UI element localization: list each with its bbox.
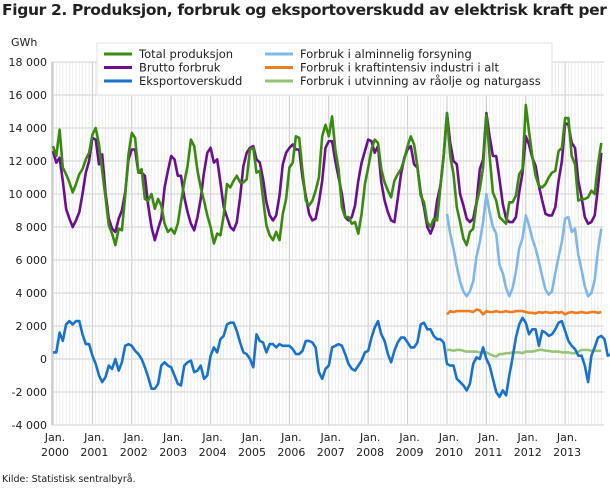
- y-tick-label: 14 000: [9, 122, 48, 135]
- x-tick-label-year: 2002: [120, 446, 148, 459]
- legend-box: [96, 42, 553, 96]
- x-tick-label-year: 2005: [238, 446, 266, 459]
- x-tick-label-year: 2003: [159, 446, 187, 459]
- y-tick-label: 18 000: [9, 56, 48, 69]
- x-tick-label-month: Jan.: [280, 431, 301, 444]
- x-tick-label-month: Jan.: [359, 431, 380, 444]
- legend-label: Forbruk i kraftintensiv industri i alt: [300, 61, 499, 75]
- legend-label: Forbruk i alminnelig forsyning: [300, 47, 472, 61]
- series-line-forbruk-i-alminnelig-forsyning: [445, 192, 603, 298]
- x-tick-label-month: Jan.: [517, 431, 538, 444]
- y-tick-label: 8 000: [16, 221, 48, 234]
- legend-label: Forbruk i utvinning av råolje og naturga…: [300, 74, 541, 88]
- y-axis-ticks: 18 000 16 000 14 000 12 000 10 000 8 000 6 000…: [9, 56, 48, 432]
- series-line-forbruk-i-kraftintensiv-industri-i-alt: [446, 308, 602, 316]
- x-tick-label-year: 2000: [41, 446, 69, 459]
- y-tick-label: 10 000: [9, 188, 48, 201]
- y-tick-label: 12 000: [9, 155, 48, 168]
- series-line-total-produksjon: [51, 103, 603, 247]
- series-line-eksportoverskudd: [53, 316, 610, 399]
- x-tick-label-year: 2008: [356, 446, 384, 459]
- source-note: Kilde: Statistisk sentralbyrå.: [2, 474, 136, 485]
- series-line-brutto-forbruk: [51, 111, 603, 242]
- x-tick-label-month: Jan.: [123, 431, 144, 444]
- legend-label: Eksportoverskudd: [139, 74, 242, 88]
- x-tick-label-year: 2010: [435, 446, 463, 459]
- series-lines: [51, 103, 610, 399]
- x-tick-label-month: Jan.: [241, 431, 262, 444]
- y-tick-label: 4 000: [16, 287, 48, 300]
- y-tick-label: -4 000: [12, 419, 47, 432]
- x-tick-label-month: Jan.: [83, 431, 104, 444]
- x-tick-label-year: 2006: [277, 446, 305, 459]
- x-tick-label-month: Jan.: [44, 431, 65, 444]
- y-tick-label: 16 000: [9, 89, 48, 102]
- y-axis-unit-label: GWh: [11, 36, 38, 49]
- legend-label: Brutto forbruk: [139, 61, 221, 75]
- y-tick-label: -2 000: [12, 386, 47, 399]
- x-tick-label-month: Jan.: [477, 431, 498, 444]
- x-tick-label-month: Jan.: [201, 431, 222, 444]
- x-tick-label-month: Jan.: [162, 431, 183, 444]
- x-tick-label-year: 2009: [396, 446, 424, 459]
- y-tick-label: 2 000: [16, 320, 48, 333]
- y-tick-label: 6 000: [16, 254, 48, 267]
- legend-label: Total produksjon: [138, 47, 233, 61]
- x-tick-label-year: 2013: [553, 446, 581, 459]
- x-tick-label-year: 2011: [474, 446, 502, 459]
- x-tick-label-month: Jan.: [320, 431, 341, 444]
- x-tick-label-month: Jan.: [398, 431, 419, 444]
- x-tick-label-year: 2012: [514, 446, 542, 459]
- x-tick-label-year: 2007: [317, 446, 345, 459]
- x-axis-ticks: Jan. 2000 Jan. 2001 Jan. 2002 Jan. 2003 Jan. 2004…: [41, 431, 581, 459]
- y-tick-label: 0: [40, 353, 47, 366]
- x-tick-label-year: 2004: [199, 446, 227, 459]
- x-tick-label-month: Jan.: [438, 431, 459, 444]
- chart-title: Figur 2. Produksjon, forbruk og eksporto…: [2, 1, 610, 19]
- x-tick-label-year: 2001: [80, 446, 108, 459]
- x-tick-label-month: Jan.: [556, 431, 577, 444]
